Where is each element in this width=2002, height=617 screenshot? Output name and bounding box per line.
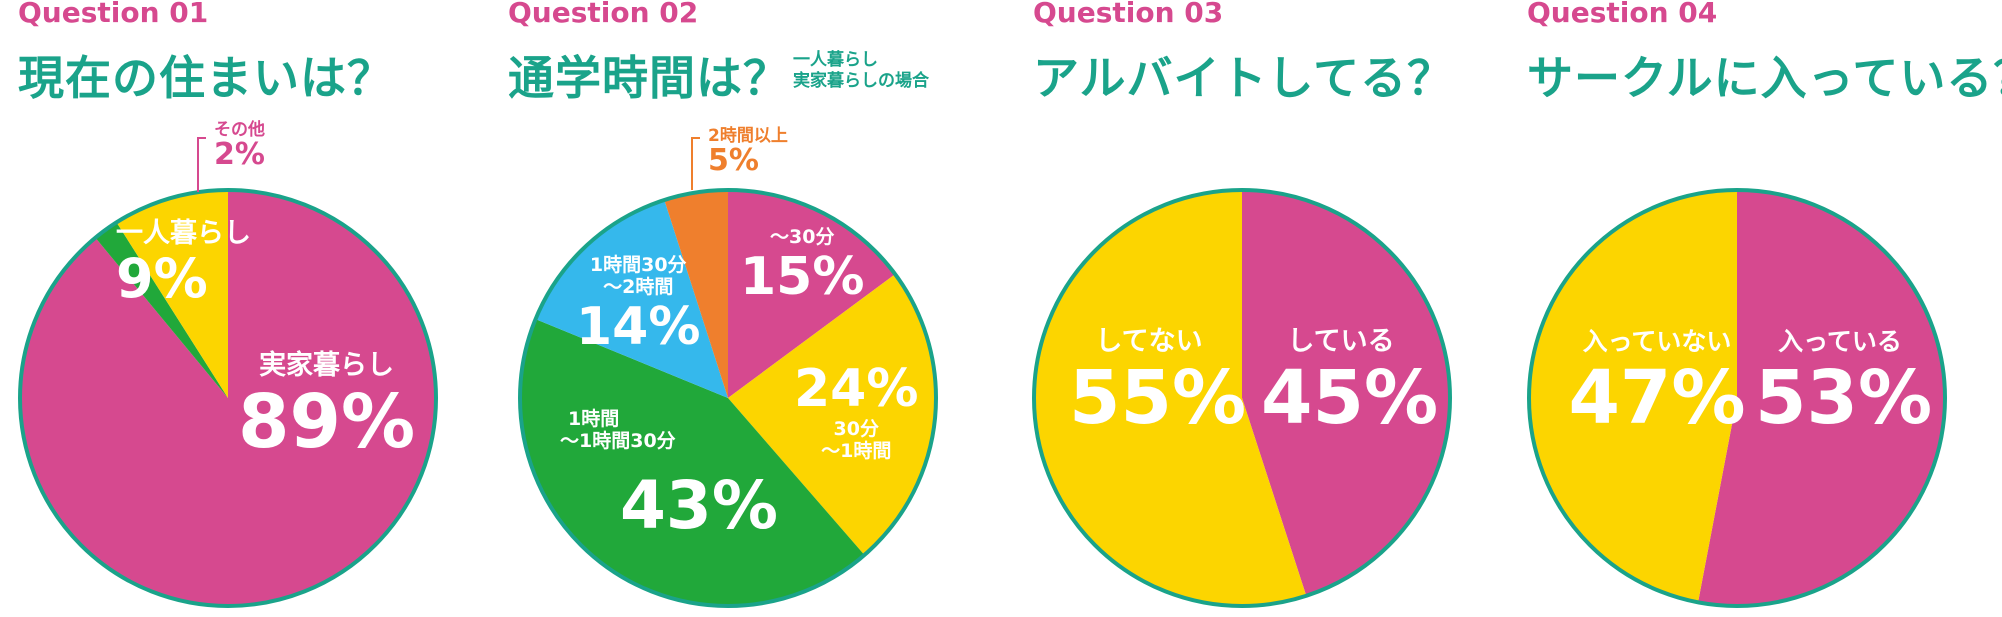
question-label: Question 01 [18, 0, 209, 29]
callout-leader [691, 137, 700, 190]
pie-outline [1032, 188, 1452, 608]
slice-label-group-30min: ～30分 15% [740, 226, 864, 306]
pie-slice [116, 190, 228, 398]
question-title: 通学時間は？ [508, 51, 790, 105]
note-line: 一人暮らし [793, 50, 878, 70]
slice-label-group-home: 実家暮らし 89% [238, 350, 415, 462]
pie-outline [518, 188, 938, 608]
slice-label: 入っていない [1582, 327, 1732, 356]
pie-slice [95, 222, 229, 398]
pie-slice [1698, 190, 1945, 606]
chart-panel-4: Question 04 サークルに入っている？ 入っていない 47% 入っている… [1527, 0, 2002, 617]
question-title: 現在の住まいは？ [18, 51, 394, 105]
chart-panel-3: Question 03 アルバイトしてる？ してない 55% している 45% [1032, 0, 1463, 617]
slice-label: してない [1095, 326, 1203, 357]
slice-label: ～30分 [770, 226, 835, 248]
question-label: Question 03 [1033, 0, 1224, 29]
slice-label-group-member: 入っている 53% [1755, 326, 1933, 441]
question-note: 一人暮らし 実家暮らしの場合 [793, 50, 929, 92]
question-label: Question 04 [1527, 0, 1718, 29]
pie-slice [519, 319, 865, 607]
slice-label-group-single: 一人暮らし 9% [116, 218, 251, 308]
question-title: アルバイトしてる？ [1033, 51, 1455, 105]
pie-outline [18, 188, 438, 608]
pie-slice [1034, 190, 1307, 606]
slice-label: その他 [214, 120, 265, 140]
pie-chart [1527, 188, 1947, 608]
slice-percent: 15% [740, 247, 865, 307]
slice-percent: 2% [214, 137, 265, 172]
slice-label-group-1h: 24% 30分 ～1時間 [794, 360, 918, 462]
note-line: 実家暮らしの場合 [793, 71, 929, 91]
slice-label-group-1h30: 1時間 ～1時間30分 [560, 408, 676, 452]
callout-leader [197, 137, 206, 192]
slice-percent: 9% [116, 247, 208, 310]
chart-panel-2: Question 02 通学時間は？ 一人暮らし 実家暮らしの場合 2時間以上 … [508, 0, 968, 617]
slice-percent: 43% [620, 467, 778, 544]
slice-label: 1時間 [568, 408, 620, 430]
slice-label: 30分 [833, 418, 879, 440]
slice-percent: 45% [1261, 355, 1439, 441]
slice-percent: 14% [576, 297, 701, 357]
slice-label: ～1時間30分 [560, 430, 676, 452]
slice-callout-over2h: 2時間以上 5% [708, 126, 788, 176]
slice-percent: 47% [1568, 355, 1746, 441]
slice-callout-other: その他 2% [214, 120, 265, 170]
slice-label: 2時間以上 [708, 126, 788, 146]
question-title: サークルに入っている？ [1527, 51, 2002, 105]
slice-label: ～1時間 [821, 440, 892, 462]
slice-percent: 24% [794, 359, 919, 419]
pie-chart [518, 188, 938, 608]
pie-outline [1527, 188, 1947, 608]
pie-chart [18, 188, 438, 608]
slice-label-group-not-member: 入っていない 47% [1567, 326, 1747, 438]
slice-label: ～2時間 [603, 276, 674, 298]
slice-percent-wrap-1h30: 43% [620, 466, 778, 546]
pie-slice [728, 274, 936, 556]
slice-percent: 55% [1069, 355, 1247, 441]
slice-percent: 89% [238, 379, 416, 465]
pie-slice [728, 190, 896, 398]
pie-slice [664, 190, 728, 398]
slice-percent: 53% [1755, 355, 1933, 441]
chart-panel-1: Question 01 現在の住まいは？ その他 2% 一人暮らし 9% 実家暮… [18, 0, 488, 617]
pie-slice [1242, 190, 1450, 596]
slice-label: 1時間30分 [589, 254, 687, 276]
slice-label-group-yes: している 45% [1261, 326, 1439, 441]
slice-percent: 5% [708, 143, 759, 178]
slice-label-group-no: してない 55% [1069, 326, 1247, 441]
question-label: Question 02 [508, 0, 699, 29]
slice-label: 一人暮らし [116, 218, 251, 249]
pie-slice [19, 190, 437, 606]
slice-label: 実家暮らし [259, 350, 395, 381]
slice-label-group-2h: 1時間30分 ～2時間 14% [576, 254, 700, 356]
slice-label: 入っている [1778, 327, 1902, 356]
slice-label: している [1287, 326, 1395, 357]
pie-chart [1032, 188, 1452, 608]
pie-slice [1529, 190, 1737, 603]
